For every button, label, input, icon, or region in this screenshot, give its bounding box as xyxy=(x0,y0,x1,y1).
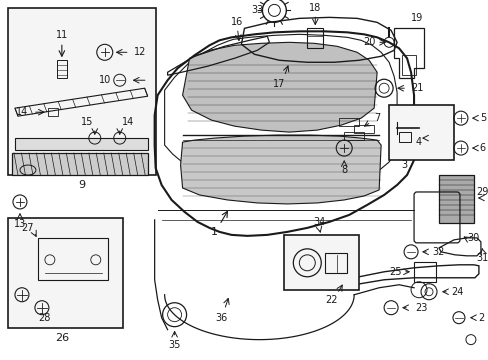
Text: 33: 33 xyxy=(251,5,263,15)
Text: 18: 18 xyxy=(308,3,321,13)
Text: 32: 32 xyxy=(432,247,444,257)
Bar xyxy=(344,132,364,140)
Text: 34: 34 xyxy=(312,217,325,227)
Polygon shape xyxy=(15,138,147,150)
Text: 10: 10 xyxy=(99,75,111,85)
Text: 7: 7 xyxy=(373,113,380,123)
Text: 13: 13 xyxy=(14,219,26,229)
Text: 16: 16 xyxy=(231,17,243,27)
Text: 4: 4 xyxy=(415,137,421,147)
Text: 14: 14 xyxy=(122,117,134,127)
Text: 21: 21 xyxy=(410,83,423,93)
Text: 30: 30 xyxy=(467,233,479,243)
Bar xyxy=(398,132,410,142)
Text: 35: 35 xyxy=(168,339,181,350)
Text: 28: 28 xyxy=(39,313,51,323)
Text: 17: 17 xyxy=(273,79,285,89)
Bar xyxy=(8,218,122,328)
Text: 27: 27 xyxy=(21,223,34,233)
Text: 23: 23 xyxy=(414,303,427,313)
Text: 24: 24 xyxy=(450,287,462,297)
Text: 1: 1 xyxy=(211,227,218,237)
Bar xyxy=(325,253,346,273)
Text: 6: 6 xyxy=(479,143,485,153)
Bar xyxy=(401,55,415,75)
Bar xyxy=(339,118,359,126)
Bar xyxy=(48,108,58,116)
Text: 11: 11 xyxy=(56,30,68,40)
Bar xyxy=(57,60,67,78)
Text: 8: 8 xyxy=(341,165,346,175)
Bar xyxy=(438,175,473,223)
Text: 2: 2 xyxy=(477,313,483,323)
Text: 3: 3 xyxy=(400,160,407,170)
Polygon shape xyxy=(12,153,147,175)
Text: 31: 31 xyxy=(476,253,488,263)
Text: 9: 9 xyxy=(78,180,85,190)
Text: 15: 15 xyxy=(81,117,93,127)
Polygon shape xyxy=(182,42,376,132)
Text: 20: 20 xyxy=(362,37,375,47)
Text: 26: 26 xyxy=(55,333,69,343)
Bar xyxy=(38,238,107,280)
Text: 19: 19 xyxy=(410,13,422,23)
Polygon shape xyxy=(180,135,380,204)
Bar xyxy=(8,8,155,175)
Bar xyxy=(353,125,373,133)
Text: 14: 14 xyxy=(16,107,28,117)
Text: 12: 12 xyxy=(133,47,145,57)
Text: 25: 25 xyxy=(388,267,401,277)
Bar xyxy=(413,262,435,282)
Bar xyxy=(306,28,323,48)
Text: 22: 22 xyxy=(325,295,337,305)
Text: 5: 5 xyxy=(479,113,485,123)
Bar xyxy=(284,235,359,290)
Text: 29: 29 xyxy=(476,187,488,197)
Text: 36: 36 xyxy=(215,313,227,323)
Bar xyxy=(388,105,453,160)
